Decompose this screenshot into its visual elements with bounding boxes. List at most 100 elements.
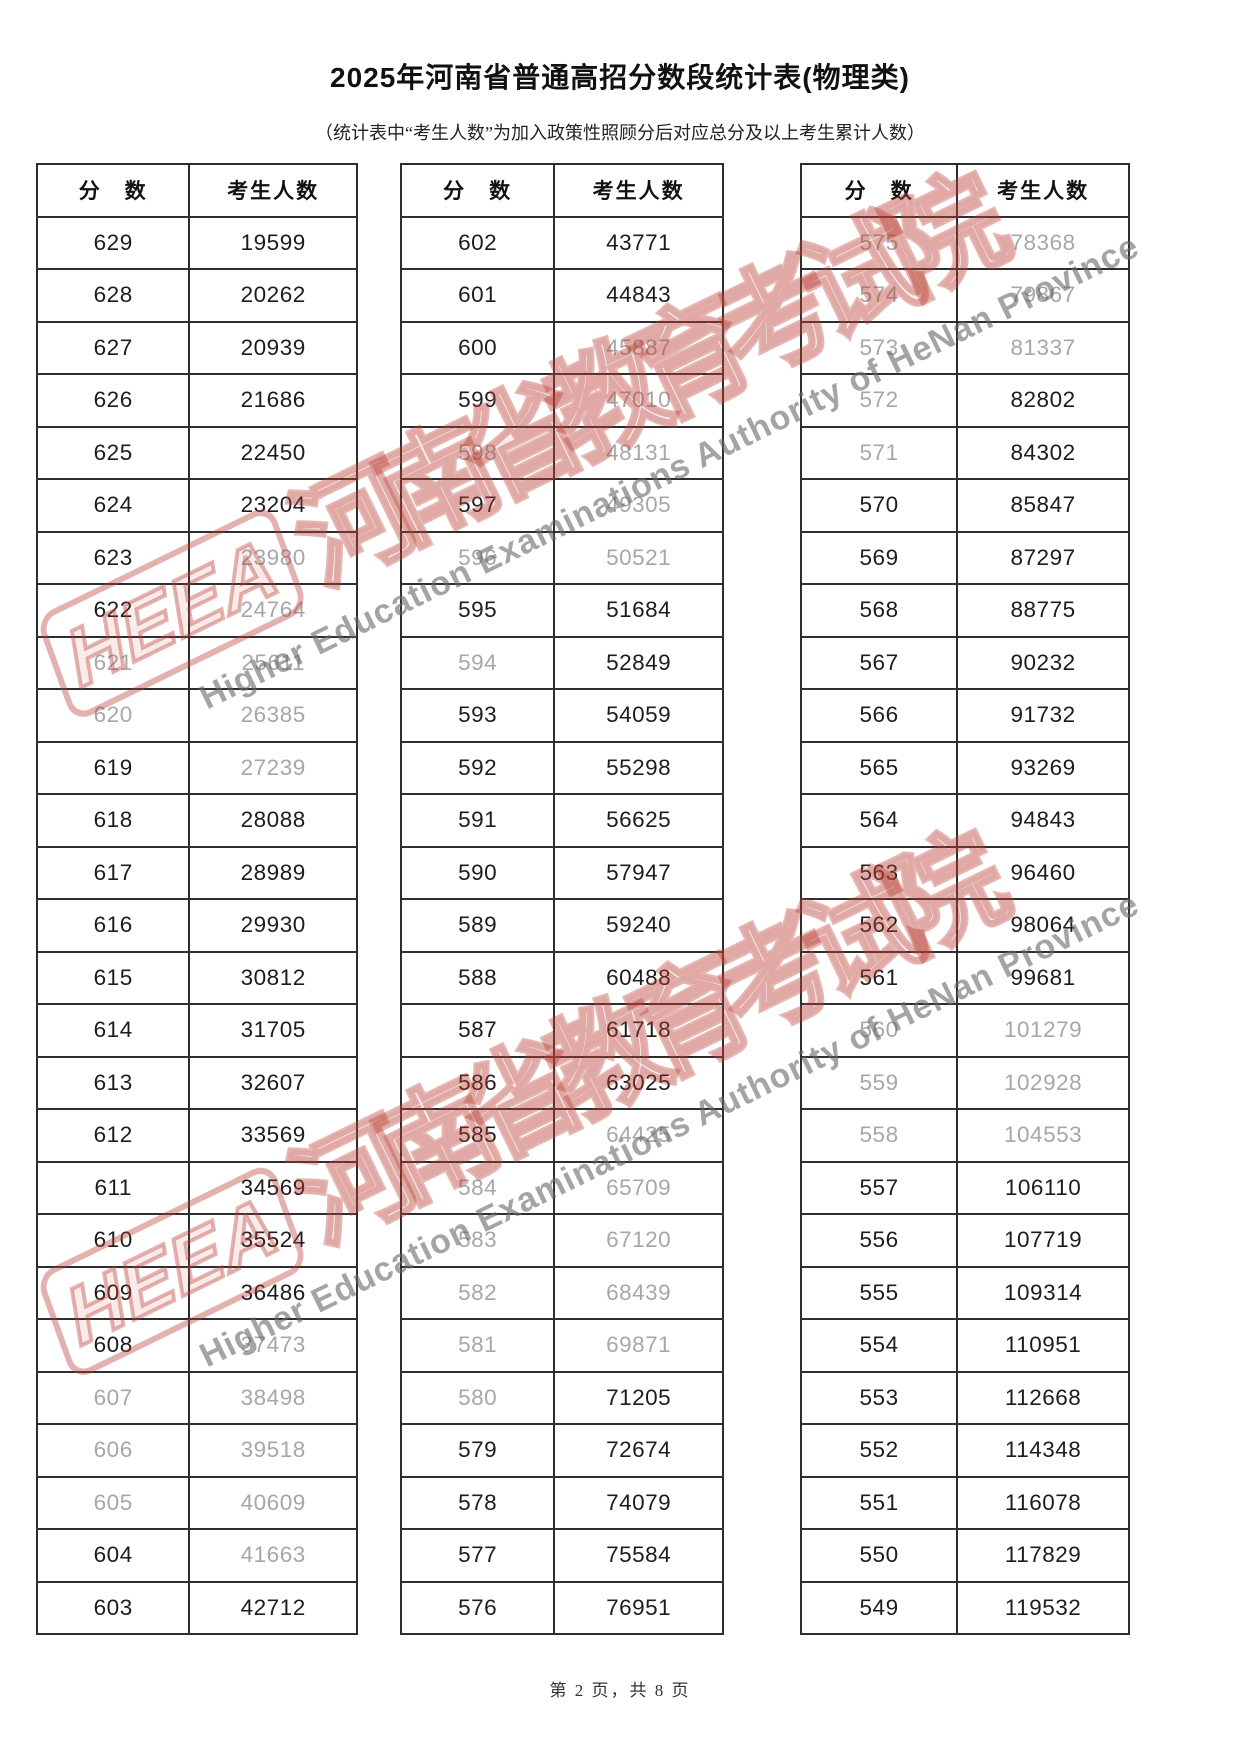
- count-cell: 71205: [553, 1370, 724, 1425]
- score-cell: 607: [35, 1370, 190, 1425]
- score-cell: 573: [799, 320, 958, 375]
- count-column-header: 考生人数: [956, 163, 1130, 218]
- count-cell: 34569: [188, 1160, 358, 1215]
- score-cell: 621: [35, 635, 190, 690]
- count-cell: 104553: [956, 1108, 1130, 1163]
- score-cell: 591: [399, 793, 555, 848]
- score-cell: 576: [399, 1580, 555, 1635]
- table-row: 607 38498: [35, 1370, 358, 1425]
- table-row: 571 84302: [799, 425, 1130, 480]
- table-row: 596 50521: [399, 530, 724, 585]
- table-row: 551 116078: [799, 1475, 1130, 1530]
- table-header-row: 分 数 考生人数: [399, 163, 724, 218]
- count-cell: 29930: [188, 898, 358, 953]
- score-table-right: 分 数 考生人数 575 78368 574 79867 573 81337 572 8280…: [799, 163, 1130, 1635]
- count-cell: 110951: [956, 1318, 1130, 1373]
- count-cell: 57947: [553, 845, 724, 900]
- score-cell: 622: [35, 583, 190, 638]
- table-row: 584 65709: [399, 1160, 724, 1215]
- count-cell: 55298: [553, 740, 724, 795]
- table-row: 603 42712: [35, 1580, 358, 1635]
- score-cell: 552: [799, 1423, 958, 1478]
- score-cell: 620: [35, 688, 190, 743]
- table-header-row: 分 数 考生人数: [799, 163, 1130, 218]
- score-cell: 611: [35, 1160, 190, 1215]
- count-cell: 25611: [188, 635, 358, 690]
- table-row: 598 48131: [399, 425, 724, 480]
- table-row: 609 36486: [35, 1265, 358, 1320]
- score-cell: 564: [799, 793, 958, 848]
- score-cell: 615: [35, 950, 190, 1005]
- table-row: 562 98064: [799, 898, 1130, 953]
- table-row: 617 28989: [35, 845, 358, 900]
- score-cell: 587: [399, 1003, 555, 1058]
- score-cell: 623: [35, 530, 190, 585]
- table-row: 589 59240: [399, 898, 724, 953]
- score-table-left: 分 数 考生人数 629 19599 628 20262 627 20939 626 2168…: [35, 163, 358, 1635]
- count-cell: 47010: [553, 373, 724, 428]
- table-row: 605 40609: [35, 1475, 358, 1530]
- count-cell: 48131: [553, 425, 724, 480]
- count-cell: 59240: [553, 898, 724, 953]
- count-cell: 84302: [956, 425, 1130, 480]
- score-cell: 570: [799, 478, 958, 533]
- count-cell: 72674: [553, 1423, 724, 1478]
- score-cell: 610: [35, 1213, 190, 1268]
- score-column-header: 分 数: [35, 163, 190, 218]
- table-row: 564 94843: [799, 793, 1130, 848]
- table-row: 566 91732: [799, 688, 1130, 743]
- table-row: 583 67120: [399, 1213, 724, 1268]
- table-row: 624 23204: [35, 478, 358, 533]
- table-row: 623 23980: [35, 530, 358, 585]
- score-cell: 557: [799, 1160, 958, 1215]
- table-row: 557 106110: [799, 1160, 1130, 1215]
- score-cell: 579: [399, 1423, 555, 1478]
- score-cell: 618: [35, 793, 190, 848]
- table-row: 561 99681: [799, 950, 1130, 1005]
- table-row: 549 119532: [799, 1580, 1130, 1635]
- score-cell: 562: [799, 898, 958, 953]
- score-cell: 581: [399, 1318, 555, 1373]
- score-cell: 550: [799, 1528, 958, 1583]
- score-cell: 596: [399, 530, 555, 585]
- score-cell: 567: [799, 635, 958, 690]
- count-cell: 69871: [553, 1318, 724, 1373]
- table-row: 563 96460: [799, 845, 1130, 900]
- count-cell: 63025: [553, 1055, 724, 1110]
- count-cell: 60488: [553, 950, 724, 1005]
- score-cell: 569: [799, 530, 958, 585]
- table-row: 615 30812: [35, 950, 358, 1005]
- count-cell: 43771: [553, 215, 724, 270]
- count-cell: 112668: [956, 1370, 1130, 1425]
- score-cell: 580: [399, 1370, 555, 1425]
- score-cell: 603: [35, 1580, 190, 1635]
- score-cell: 629: [35, 215, 190, 270]
- count-cell: 119532: [956, 1580, 1130, 1635]
- count-cell: 91732: [956, 688, 1130, 743]
- score-column-header: 分 数: [799, 163, 958, 218]
- page-number-footer: 第 2 页，共 8 页: [549, 1681, 691, 1700]
- table-row: 626 21686: [35, 373, 358, 428]
- count-cell: 114348: [956, 1423, 1130, 1478]
- score-cell: 582: [399, 1265, 555, 1320]
- score-cell: 612: [35, 1108, 190, 1163]
- count-cell: 33569: [188, 1108, 358, 1163]
- count-cell: 101279: [956, 1003, 1130, 1058]
- score-cell: 589: [399, 898, 555, 953]
- score-cell: 598: [399, 425, 555, 480]
- table-row: 568 88775: [799, 583, 1130, 638]
- count-cell: 52849: [553, 635, 724, 690]
- count-cell: 75584: [553, 1528, 724, 1583]
- score-cell: 617: [35, 845, 190, 900]
- table-row: 614 31705: [35, 1003, 358, 1058]
- score-cell: 613: [35, 1055, 190, 1110]
- count-cell: 65709: [553, 1160, 724, 1215]
- table-row: 576 76951: [399, 1580, 724, 1635]
- count-cell: 102928: [956, 1055, 1130, 1110]
- score-cell: 555: [799, 1265, 958, 1320]
- score-cell: 583: [399, 1213, 555, 1268]
- score-cell: 554: [799, 1318, 958, 1373]
- score-table-middle: 分 数 考生人数 602 43771 601 44843 600 45887 599 4701…: [399, 163, 724, 1635]
- table-row: 592 55298: [399, 740, 724, 795]
- count-cell: 109314: [956, 1265, 1130, 1320]
